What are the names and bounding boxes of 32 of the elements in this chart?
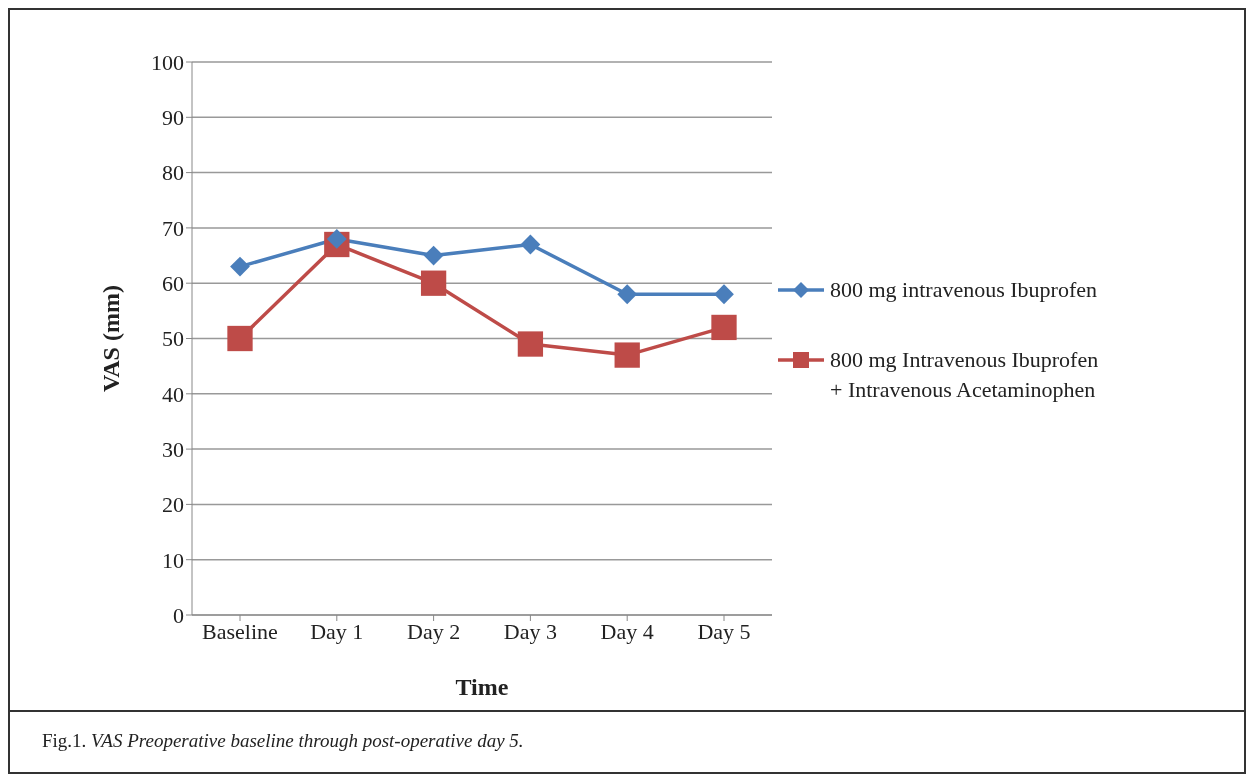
y-tick-label: 90 [162, 105, 184, 131]
point [230, 256, 250, 277]
x-axis-title: Time [455, 674, 509, 700]
point [517, 331, 544, 357]
point [614, 342, 640, 368]
point [714, 284, 734, 305]
x-tick-label: Day 4 [600, 618, 654, 644]
y-tick-label: 100 [151, 49, 184, 75]
x-tick-label: Day 1 [310, 618, 364, 644]
legend-label: 800 mg intravenous Ibuprofen [830, 276, 1097, 304]
y-tick-label: 40 [162, 381, 184, 407]
y-tick-label: 80 [162, 160, 184, 186]
y-tick-label: 60 [162, 271, 184, 297]
x-tick-label: Day 2 [407, 618, 461, 644]
y-tick-label: 10 [162, 547, 184, 573]
legend-label: 800 mg Intravenous Ibuprofen + Intravenous Acetaminophen [830, 346, 1100, 404]
point [420, 270, 447, 296]
point [520, 234, 541, 255]
x-tick-label: Day 3 [503, 618, 557, 644]
y-tick-label: 30 [162, 436, 184, 462]
y-tick-label: 20 [162, 492, 184, 518]
point [227, 325, 253, 352]
y-axis-title: VAS (mm) [97, 285, 124, 392]
caption: Fig.1. VAS Preoperative baseline through post-operative day 5. [41, 729, 525, 753]
x-tick-label: Baseline [202, 618, 278, 644]
point [423, 245, 444, 266]
y-tick-label: 70 [162, 215, 184, 241]
x-tick-label: Day 5 [697, 618, 751, 644]
y-tick-label: 50 [162, 326, 184, 352]
point [711, 314, 737, 341]
point [617, 284, 638, 305]
y-tick-label: 0 [173, 602, 184, 628]
